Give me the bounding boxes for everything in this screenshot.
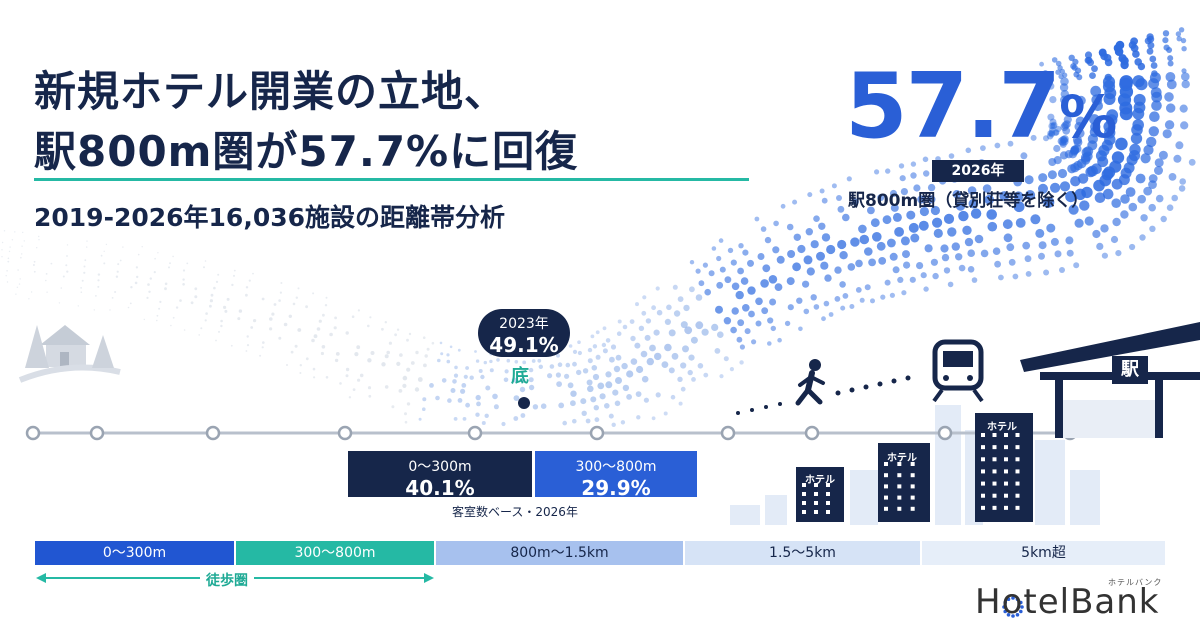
distance-band-5km-plus: 5km超: [922, 541, 1165, 565]
share-box-300-800m: 300〜800m 29.9%: [535, 451, 697, 500]
timeline-nodes: [25, 425, 1078, 441]
logo-ring-icon: [1002, 596, 1024, 618]
share-value: 40.1%: [405, 476, 475, 500]
low-point-year: 2023年: [499, 316, 549, 332]
distance-band-300-800m: 300〜800m: [236, 541, 434, 565]
low-point-badge: 2023年 49.1%: [478, 309, 570, 357]
subtitle: 2019-2026年16,036施設の距離帯分析: [34, 203, 506, 232]
title-divider: [34, 178, 749, 181]
title-line-1: 新規ホテル開業の立地、: [34, 67, 508, 116]
walk-trail: [736, 375, 911, 415]
headline-value: 57.7: [845, 54, 1061, 159]
headline-year-badge: 2026年: [932, 160, 1024, 182]
share-value: 29.9%: [581, 476, 651, 500]
walk-range-label: 徒歩圏: [200, 570, 254, 590]
hotel-windows: [802, 433, 1020, 514]
headline-percentage: 57.7%: [845, 62, 1117, 152]
station-sign: 駅: [1112, 356, 1148, 384]
share-box-0-300m: 0〜300m 40.1%: [348, 451, 532, 500]
distance-band-0-300m: 0〜300m: [35, 541, 234, 565]
city-silhouette: [730, 405, 1100, 525]
walking-person-icon: [795, 359, 825, 406]
share-range: 300〜800m: [575, 459, 657, 475]
share-note: 客室数ベース・2026年: [452, 505, 578, 519]
station-icon: [1020, 322, 1200, 438]
low-point-marker: [518, 397, 530, 409]
distance-band-800m-1.5km: 800m〜1.5km: [436, 541, 683, 565]
hotel-sign: ホテル: [805, 475, 835, 486]
house-icon: [18, 325, 121, 383]
headline-unit: %: [1059, 83, 1117, 151]
low-point-value: 49.1%: [489, 333, 559, 357]
low-point-label: 底: [511, 366, 529, 387]
tree-icon: [25, 325, 114, 368]
train-icon: [932, 339, 984, 403]
hotel-sign: ホテル: [987, 422, 1017, 433]
share-range: 0〜300m: [408, 459, 472, 475]
hotel-sign: ホテル: [887, 453, 917, 464]
headline-caption: 駅800m圏（貸別荘等を除く）: [848, 191, 1089, 211]
brand-logo-ruby: ホテルバンク: [1108, 578, 1163, 587]
title-line-2: 駅800m圏が57.7%に回復: [34, 127, 579, 176]
distance-band-1.5-5km: 1.5〜5km: [685, 541, 920, 565]
brand-logo: HotelBank: [975, 582, 1160, 622]
